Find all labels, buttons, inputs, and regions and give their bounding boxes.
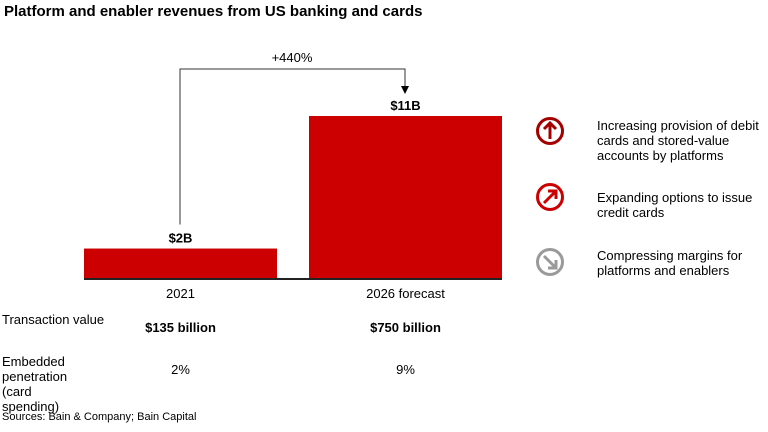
- chart-title: Platform and enabler revenues from US ba…: [4, 3, 423, 20]
- row-label-transaction-value: Transaction value: [2, 312, 105, 327]
- legend-item-debit-cards: Increasing provision of debit cards and …: [597, 118, 759, 163]
- transaction-value-2021: $135 billion: [145, 320, 216, 335]
- source-note: Sources: Bain & Company; Bain Capital: [2, 411, 197, 423]
- penetration-2021: 2%: [171, 362, 190, 377]
- legend-item-margins: Compressing margins for platforms and en…: [597, 248, 743, 278]
- bar-2021: [84, 248, 277, 278]
- legend-item-credit-cards: Expanding options to issue credit cards: [597, 190, 753, 220]
- bar-2026-forecast: [309, 116, 502, 278]
- penetration-2026: 9%: [396, 362, 415, 377]
- growth-annotation: +440%: [272, 50, 313, 65]
- value-label: $11B: [390, 98, 420, 113]
- row-label-embedded-penetration: Embedded penetration (card spending): [2, 354, 68, 414]
- value-label: $2B: [169, 231, 193, 246]
- growth-bracket-arrow: [179, 68, 409, 225]
- transaction-value-2026: $750 billion: [370, 320, 441, 335]
- category-label: 2026 forecast: [366, 286, 445, 301]
- category-label: 2021: [166, 286, 195, 301]
